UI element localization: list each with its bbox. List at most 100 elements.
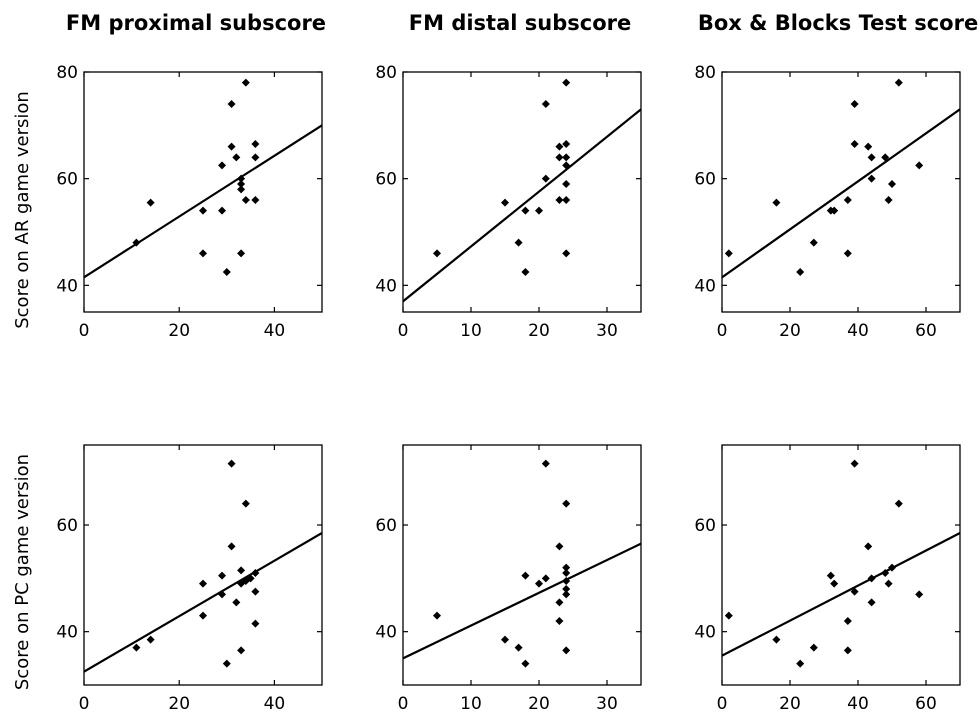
y-tick-label: 40 — [56, 623, 78, 643]
data-point — [521, 268, 530, 276]
data-point — [251, 619, 260, 628]
data-point — [555, 142, 564, 151]
data-point — [915, 590, 924, 599]
data-point — [501, 198, 509, 207]
axes-box — [402, 71, 642, 313]
x-tick-label: 60 — [915, 321, 937, 341]
x-tick-label: 20 — [168, 321, 190, 341]
data-point — [535, 206, 543, 215]
data-point — [888, 563, 896, 572]
data-point — [541, 100, 550, 108]
data-point — [796, 268, 805, 276]
x-tick-label: 40 — [847, 321, 869, 341]
data-point — [227, 542, 236, 551]
y-tick-label: 60 — [694, 516, 716, 536]
axes-box — [721, 71, 961, 313]
data-point — [514, 238, 523, 247]
y-tick-label: 40 — [56, 276, 78, 296]
data-point — [555, 617, 564, 625]
x-tick-label: 30 — [596, 694, 618, 714]
data-point — [843, 196, 852, 204]
data-point — [555, 598, 564, 607]
data-point — [132, 238, 141, 247]
scatter-panel-6: 0 20 40 60 40 60 — [694, 444, 961, 714]
regression-line — [84, 532, 322, 673]
data-point — [199, 206, 207, 215]
axes-box — [83, 444, 323, 686]
data-point — [555, 542, 564, 551]
data-point — [227, 459, 236, 468]
data-point — [884, 579, 893, 588]
data-point — [241, 78, 250, 87]
data-point — [796, 659, 805, 668]
data-point — [146, 198, 155, 207]
data-point — [562, 140, 571, 148]
column-title-fm-distal: FM distal subscore — [409, 11, 631, 35]
data-point — [237, 249, 246, 258]
data-point — [251, 153, 260, 162]
data-point — [132, 643, 141, 652]
y-tick-label: 80 — [375, 63, 397, 83]
regression-line — [403, 542, 641, 660]
data-point — [888, 180, 896, 188]
column-title-fm-proximal: FM proximal subscore — [66, 11, 326, 35]
data-point — [850, 140, 859, 148]
data-point — [521, 659, 530, 668]
data-point — [562, 153, 571, 162]
data-point — [562, 249, 571, 258]
data-point — [881, 153, 890, 162]
data-point — [251, 587, 260, 596]
x-tick-label: 0 — [717, 694, 728, 714]
data-point — [867, 174, 876, 183]
regression-line — [722, 108, 960, 279]
data-point — [251, 140, 260, 148]
data-point — [864, 542, 873, 551]
data-point — [514, 643, 523, 652]
x-tick-label: 20 — [779, 694, 801, 714]
data-point — [562, 196, 571, 204]
data-point — [884, 196, 893, 204]
data-point — [251, 196, 260, 204]
scatter-panel-4: 0 20 40 40 60 — [56, 444, 323, 714]
data-point — [218, 590, 227, 599]
data-point — [826, 571, 835, 580]
x-tick-label: 0 — [398, 321, 409, 341]
data-point — [232, 153, 241, 162]
y-tick-label: 40 — [694, 276, 716, 296]
data-point — [562, 577, 571, 585]
data-point — [850, 459, 859, 468]
y-tick-label: 80 — [56, 63, 78, 83]
x-tick-label: 60 — [915, 694, 937, 714]
data-point — [218, 161, 227, 170]
data-point — [541, 174, 550, 183]
x-tick-label: 20 — [528, 321, 550, 341]
data-point — [562, 590, 571, 599]
y-tick-label: 60 — [375, 516, 397, 536]
data-point — [867, 574, 876, 583]
data-point — [562, 646, 571, 655]
data-point — [237, 185, 246, 194]
data-point — [222, 659, 231, 668]
data-point — [237, 174, 246, 183]
data-point — [237, 646, 246, 655]
data-point — [562, 569, 571, 577]
data-point — [867, 153, 876, 162]
y-tick-label: 40 — [694, 623, 716, 643]
axes-box — [83, 71, 323, 313]
data-point — [541, 574, 550, 583]
data-point — [218, 571, 227, 580]
data-point — [830, 206, 839, 215]
data-point — [222, 268, 231, 276]
y-tick-label: 60 — [375, 170, 397, 190]
data-point — [232, 598, 241, 607]
data-point — [541, 459, 550, 468]
y-tick-label: 40 — [375, 623, 397, 643]
y-tick-label: 40 — [375, 276, 397, 296]
row-label-pc: Score on PC game version — [12, 454, 33, 690]
y-tick-label: 60 — [56, 516, 78, 536]
x-tick-label: 10 — [460, 321, 482, 341]
x-tick-label: 40 — [264, 694, 286, 714]
data-point — [772, 635, 781, 644]
data-point — [562, 78, 571, 87]
x-tick-label: 0 — [398, 694, 409, 714]
